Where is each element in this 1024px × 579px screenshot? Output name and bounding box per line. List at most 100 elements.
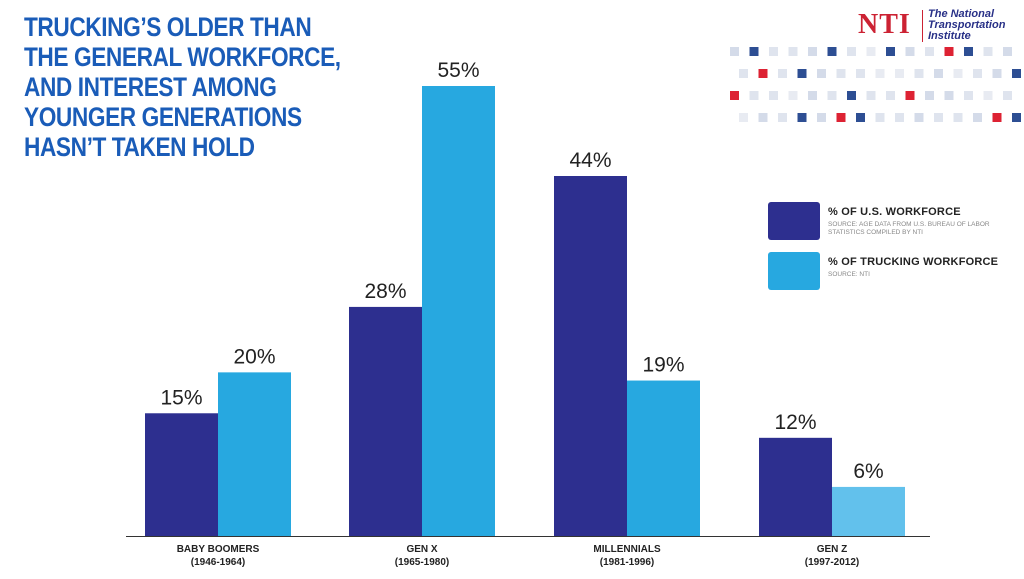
legend-swatch-us-workforce	[768, 202, 820, 240]
title-line: THE GENERAL WORKFORCE,	[24, 42, 341, 72]
decor-dot	[730, 91, 739, 100]
chart-title: TRUCKING’S OLDER THAN THE GENERAL WORKFO…	[24, 12, 341, 162]
title-line: YOUNGER GENERATIONS	[24, 102, 302, 132]
decor-dot	[856, 69, 865, 78]
decor-dot	[797, 69, 807, 78]
bar-trucking-workforce	[422, 86, 495, 536]
decor-dot	[749, 47, 759, 56]
title-line: AND INTEREST AMONG	[24, 72, 277, 102]
x-tick-sublabel: (1981-1996)	[600, 557, 654, 568]
decor-dot	[1003, 91, 1012, 100]
decor-dot	[983, 47, 993, 56]
decor-dot	[836, 113, 846, 122]
decor-dot	[934, 69, 943, 78]
decor-dot	[856, 113, 865, 122]
bar-trucking-workforce	[832, 486, 905, 536]
decor-dot	[788, 47, 798, 56]
decor-dot	[925, 91, 934, 100]
decor-dot	[827, 91, 837, 100]
x-tick-sublabel: (1946-1964)	[191, 557, 245, 568]
title-line: TRUCKING’S OLDER THAN	[24, 12, 312, 42]
decor-dot	[875, 69, 885, 78]
decor-dot	[778, 69, 787, 78]
decor-dot	[953, 113, 963, 122]
decor-dot	[749, 91, 759, 100]
x-tick-label: BABY BOOMERS	[177, 544, 260, 555]
decor-dot	[983, 91, 993, 100]
bar-us-workforce	[349, 306, 422, 536]
decor-dot	[836, 69, 846, 78]
decor-dot	[964, 91, 973, 100]
decor-dot	[817, 69, 826, 78]
data-label: 28%	[364, 280, 406, 303]
decor-dot	[875, 113, 885, 122]
data-label: 55%	[437, 59, 479, 82]
data-label: 20%	[233, 345, 275, 368]
legend-item-trucking-workforce: % OF TRUCKING WORKFORCE SOURCE: NTI	[768, 252, 1018, 292]
decor-dot	[758, 69, 768, 78]
logo-text-line: The National	[928, 8, 995, 20]
decor-dot	[788, 91, 798, 100]
title-line: HASN’T TAKEN HOLD	[24, 132, 255, 162]
decor-dot	[953, 69, 963, 78]
decor-dot	[886, 91, 895, 100]
logo-text: The National Transportation Institute	[928, 9, 1024, 42]
x-tick-sublabel: (1965-1980)	[395, 557, 449, 568]
decor-dot	[944, 91, 954, 100]
decor-dot	[934, 113, 943, 122]
decor-dot	[895, 113, 904, 122]
decor-dot	[905, 47, 915, 56]
logo-mark: NTI	[858, 9, 911, 40]
bar-trucking-workforce	[627, 380, 700, 536]
bar-us-workforce	[554, 176, 627, 536]
decor-dot	[973, 113, 982, 122]
decor-dot	[964, 47, 973, 56]
decor-dot	[730, 47, 739, 56]
decor-dot	[1012, 69, 1021, 78]
legend-item-us-workforce: % OF U.S. WORKFORCE SOURCE: AGE DATA FRO…	[768, 202, 1018, 242]
decor-dot	[778, 113, 787, 122]
data-label: 12%	[774, 411, 816, 434]
decor-dot	[769, 91, 778, 100]
logo-divider	[922, 10, 923, 42]
legend-label: % OF U.S. WORKFORCE	[828, 206, 961, 218]
decor-dot	[758, 113, 768, 122]
decor-dot	[769, 47, 778, 56]
decor-dot	[808, 47, 817, 56]
data-label: 44%	[569, 149, 611, 172]
decor-dot	[866, 47, 876, 56]
decor-dot	[914, 69, 924, 78]
legend-source: SOURCE: AGE DATA FROM U.S. BUREAU OF LAB…	[828, 221, 990, 236]
decor-dot	[808, 91, 817, 100]
decor-dot	[895, 69, 904, 78]
logo-text-line: Institute	[928, 30, 971, 42]
decor-dot	[925, 47, 934, 56]
bar-us-workforce	[759, 437, 832, 536]
data-label: 19%	[642, 354, 684, 377]
decor-dot	[866, 91, 876, 100]
decor-dot	[827, 47, 837, 56]
decor-dot	[739, 69, 748, 78]
decor-dot	[847, 47, 856, 56]
decor-dot	[1012, 113, 1021, 122]
decor-dot	[817, 113, 826, 122]
x-tick-label: GEN Z	[817, 544, 848, 555]
data-label: 15%	[160, 386, 202, 409]
legend-label: % OF TRUCKING WORKFORCE	[828, 256, 999, 268]
logo-text-line: Transportation	[928, 19, 1006, 31]
legend-swatch-trucking-workforce	[768, 252, 820, 290]
data-label: 6%	[853, 460, 883, 483]
decor-dot	[905, 91, 915, 100]
decor-dot	[992, 113, 1002, 122]
bar-trucking-workforce	[218, 372, 291, 536]
x-tick-label: GEN X	[406, 544, 437, 555]
decor-dot	[1003, 47, 1012, 56]
decor-dot	[797, 113, 807, 122]
x-tick-label: MILLENNIALS	[593, 544, 661, 555]
decor-dot	[847, 91, 856, 100]
decor-dot	[914, 113, 924, 122]
decor-dot	[739, 113, 748, 122]
bar-us-workforce	[145, 413, 218, 536]
legend-source: SOURCE: NTI	[828, 271, 870, 278]
